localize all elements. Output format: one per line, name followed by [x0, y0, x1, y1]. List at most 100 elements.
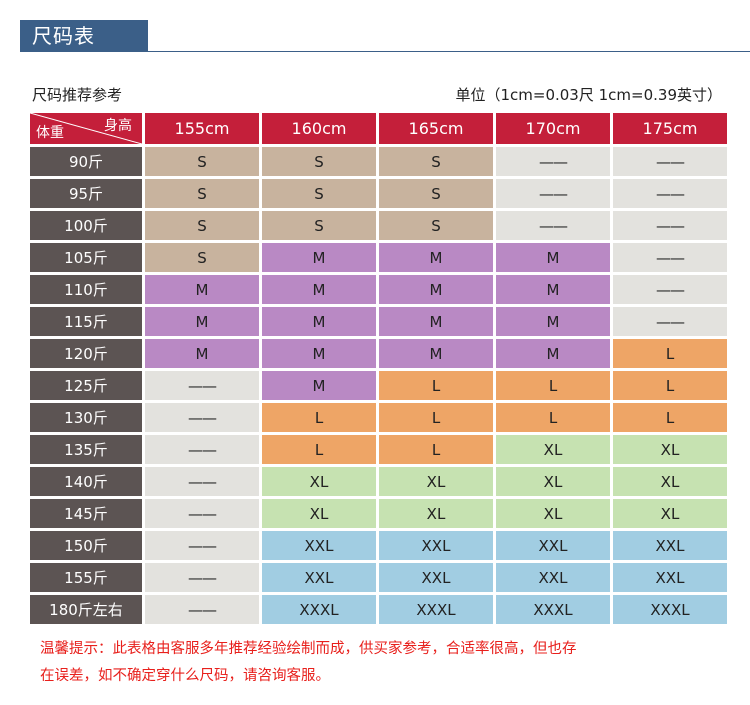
- unit-note: 单位（1cm=0.03尺 1cm=0.39英寸）: [455, 86, 722, 104]
- height-header: 170cm: [496, 113, 610, 144]
- size-cell: S: [379, 211, 493, 240]
- size-cell: S: [379, 179, 493, 208]
- size-cell-unavailable: ——: [496, 211, 610, 240]
- size-cell-unavailable: ——: [613, 275, 727, 304]
- weight-row-header: 110斤: [30, 275, 142, 304]
- size-cell: XXL: [379, 563, 493, 592]
- weight-row-header: 120斤: [30, 339, 142, 368]
- size-cell-unavailable: ——: [145, 435, 259, 464]
- height-header: 165cm: [379, 113, 493, 144]
- size-cell: XXL: [613, 563, 727, 592]
- size-cell: M: [379, 243, 493, 272]
- tip-note: 温馨提示：此表格由客服多年推荐经验绘制而成，供买家参考，合适率很高，但也存 在误…: [40, 636, 730, 690]
- size-cell: XL: [262, 499, 376, 528]
- size-cell-unavailable: ——: [496, 179, 610, 208]
- size-chart-table: 身高 体重 155cm 160cm 165cm 170cm 175cm 90斤 S…: [30, 113, 727, 624]
- size-cell: L: [379, 371, 493, 400]
- weight-row-header: 95斤: [30, 179, 142, 208]
- size-cell: S: [145, 179, 259, 208]
- size-cell: XL: [379, 499, 493, 528]
- tip-line: 在误差，如不确定穿什么尺码，请咨询客服。: [40, 668, 330, 684]
- table-corner-header: 身高 体重: [30, 113, 142, 144]
- size-cell: XXL: [379, 531, 493, 560]
- size-cell-unavailable: ——: [145, 531, 259, 560]
- size-cell: L: [613, 339, 727, 368]
- size-cell-unavailable: ——: [613, 179, 727, 208]
- size-cell: L: [262, 435, 376, 464]
- size-cell: XXL: [496, 531, 610, 560]
- size-cell: XXXL: [613, 595, 727, 624]
- size-cell: S: [145, 147, 259, 176]
- weight-row-header: 145斤: [30, 499, 142, 528]
- height-header: 175cm: [613, 113, 727, 144]
- size-cell: XXL: [262, 531, 376, 560]
- size-cell: M: [262, 275, 376, 304]
- size-cell: L: [496, 403, 610, 432]
- size-cell: XL: [496, 435, 610, 464]
- size-cell: S: [262, 179, 376, 208]
- size-cell: M: [496, 307, 610, 336]
- size-cell-unavailable: ——: [613, 307, 727, 336]
- page-title: 尺码表: [20, 20, 148, 52]
- size-cell: XXL: [613, 531, 727, 560]
- size-cell-unavailable: ——: [145, 467, 259, 496]
- size-cell: XL: [613, 435, 727, 464]
- weight-row-header: 115斤: [30, 307, 142, 336]
- height-axis-label: 身高: [104, 118, 132, 134]
- weight-row-header: 90斤: [30, 147, 142, 176]
- size-cell-unavailable: ——: [145, 371, 259, 400]
- size-recommendation-label: 尺码推荐参考: [32, 86, 123, 104]
- size-cell: M: [145, 307, 259, 336]
- size-cell: XXXL: [379, 595, 493, 624]
- size-cell: XXXL: [496, 595, 610, 624]
- size-cell: M: [262, 243, 376, 272]
- size-cell: L: [379, 435, 493, 464]
- size-cell: XXXL: [262, 595, 376, 624]
- size-cell: L: [496, 371, 610, 400]
- size-cell: XXL: [262, 563, 376, 592]
- size-cell-unavailable: ——: [145, 499, 259, 528]
- size-cell: M: [379, 275, 493, 304]
- size-cell: S: [379, 147, 493, 176]
- size-cell: M: [496, 275, 610, 304]
- weight-row-header: 105斤: [30, 243, 142, 272]
- height-header: 160cm: [262, 113, 376, 144]
- weight-axis-label: 体重: [36, 125, 64, 141]
- size-cell: XL: [496, 499, 610, 528]
- size-cell-unavailable: ——: [613, 243, 727, 272]
- size-cell-unavailable: ——: [496, 147, 610, 176]
- size-cell-unavailable: ——: [145, 403, 259, 432]
- size-cell: L: [262, 403, 376, 432]
- size-cell: S: [262, 147, 376, 176]
- size-cell-unavailable: ——: [145, 563, 259, 592]
- size-cell: M: [496, 339, 610, 368]
- weight-row-header: 180斤左右: [30, 595, 142, 624]
- size-cell: XL: [613, 499, 727, 528]
- size-cell: L: [613, 371, 727, 400]
- size-cell: M: [262, 307, 376, 336]
- size-cell-unavailable: ——: [613, 147, 727, 176]
- size-cell: XL: [496, 467, 610, 496]
- weight-row-header: 140斤: [30, 467, 142, 496]
- size-cell: M: [496, 243, 610, 272]
- size-cell: M: [145, 339, 259, 368]
- height-header: 155cm: [145, 113, 259, 144]
- size-cell: S: [145, 211, 259, 240]
- weight-row-header: 125斤: [30, 371, 142, 400]
- weight-row-header: 100斤: [30, 211, 142, 240]
- size-cell: XXL: [496, 563, 610, 592]
- table-subheading: 尺码推荐参考 单位（1cm=0.03尺 1cm=0.39英寸）: [32, 84, 722, 108]
- size-cell: XL: [262, 467, 376, 496]
- size-cell: M: [379, 339, 493, 368]
- size-cell: S: [145, 243, 259, 272]
- size-cell: M: [262, 339, 376, 368]
- size-cell: XL: [379, 467, 493, 496]
- tip-line: 温馨提示：此表格由客服多年推荐经验绘制而成，供买家参考，合适率很高，但也存: [40, 641, 577, 657]
- size-cell-unavailable: ——: [145, 595, 259, 624]
- title-divider: [20, 51, 750, 52]
- size-cell: M: [145, 275, 259, 304]
- weight-row-header: 130斤: [30, 403, 142, 432]
- size-cell: M: [379, 307, 493, 336]
- weight-row-header: 135斤: [30, 435, 142, 464]
- size-cell: M: [262, 371, 376, 400]
